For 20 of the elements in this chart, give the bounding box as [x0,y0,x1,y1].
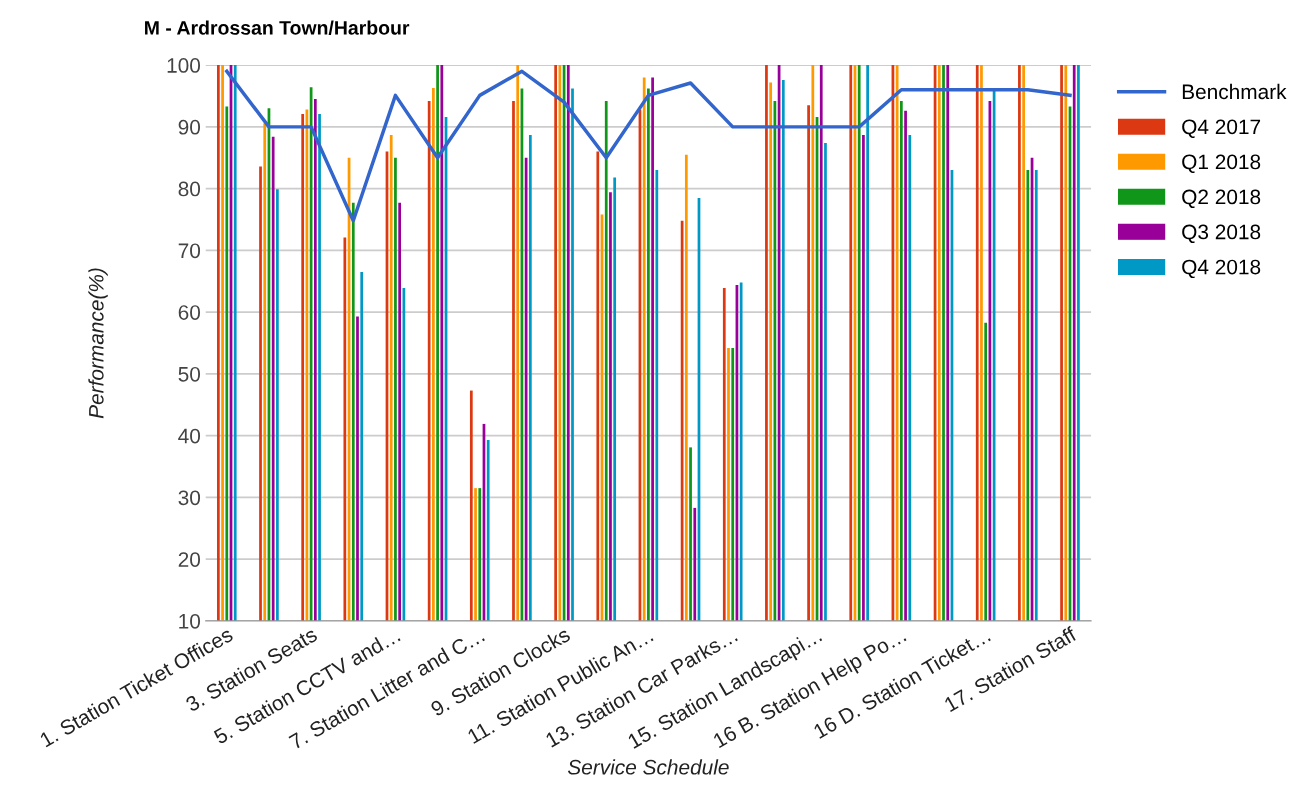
legend-label: Benchmark [1182,83,1287,100]
y-tick-label: 60 [178,305,201,320]
x-axis-title: Service Schedule [567,759,729,775]
y-tick-label: 100 [167,58,201,73]
legend-label: Q4 2018 [1182,259,1261,279]
y-tick-label: 80 [178,181,201,197]
legend-label: Q3 2018 [1182,224,1261,244]
y-tick-label: 50 [178,366,201,382]
y-tick-label: 90 [178,119,201,135]
y-tick-label: 10 [179,613,201,629]
y-tick-label: 30 [178,490,201,506]
y-tick-label: 40 [178,428,201,444]
legend-label: Q2 2018 [1182,189,1261,209]
y-tick-label: 70 [178,243,201,259]
legend-label: Q1 2018 [1182,154,1261,173]
legend-label: Q4 2017 [1182,119,1261,138]
y-axis-title: Performance(%) [88,268,108,419]
chart-title: M - Ardrossan Town/Harbour [145,20,410,35]
y-tick-label: 20 [178,552,201,567]
line-series [225,69,1072,223]
